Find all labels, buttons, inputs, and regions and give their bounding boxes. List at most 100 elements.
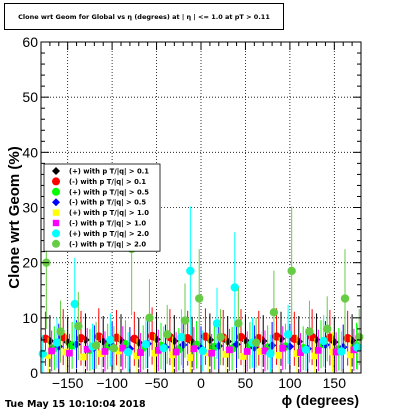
legend-marker [52,198,60,207]
data-point [305,327,314,336]
data-point [314,347,322,354]
data-point [269,308,279,317]
data-point [198,346,207,356]
data-point [261,347,269,355]
legend-label: (+) with p T/|q| > 1.0 [69,209,149,218]
y-tick-label: 50 [22,89,38,105]
y-axis-label: Clone wrt Geom (%) [6,146,23,289]
data-point [212,319,222,328]
y-tick-label: 0 [30,365,38,381]
data-point [76,334,86,343]
y-tick-label: 30 [22,200,38,216]
data-point [234,319,243,328]
legend-marker [52,239,60,248]
legend-label: (-) with p T/|q| > 0.5 [69,199,146,208]
data-point [44,351,52,359]
legend-marker [52,177,60,186]
data-point [230,283,239,292]
data-point [216,332,225,342]
legend: (+) with p T/|q| > 0.1(-) with p T/|q| >… [43,163,161,252]
data-point [154,347,162,354]
data-point [201,332,210,341]
data-point [279,344,287,352]
data-point [251,338,261,347]
data-point [119,344,127,352]
data-point [266,349,275,358]
data-point [133,352,141,360]
data-point [236,332,246,342]
data-point [301,345,311,355]
legend-marker [52,219,60,227]
legend-marker [52,187,60,196]
data-point [66,349,73,357]
data-point [293,350,301,358]
data-point [80,353,88,361]
legend-label: (+) with p T/|q| > 2.0 [69,230,149,239]
data-point [151,349,159,357]
data-point [123,347,133,357]
legend-label: (-) with p T/|q| > 2.0 [69,240,146,249]
data-point [48,347,56,355]
x-tick-label: 50 [238,375,254,391]
data-point [287,266,296,276]
data-point [159,343,168,353]
data-point [163,330,172,339]
data-point [186,354,194,361]
title-box: Clone wrt Geom for Global vs η (degrees)… [4,3,284,30]
data-point [275,351,283,359]
data-point [109,343,119,353]
data-point [115,347,123,355]
data-point [141,340,151,349]
data-point [340,294,350,303]
x-tick-label: 0 [197,375,205,391]
data-point [94,332,103,341]
data-point [325,333,335,342]
x-tick-label: −50 [145,375,169,391]
y-tick-label: 40 [22,144,38,160]
data-series [38,182,364,373]
data-point [169,351,176,359]
data-point [145,313,154,323]
data-point [337,347,346,356]
data-point [91,341,101,350]
data-point [319,336,328,346]
data-point [98,350,105,358]
y-tick-label: 20 [22,255,38,271]
axis-ticks: −150 −100 −50 0 50 100 150 0 10 20 30 40 50 60 [22,34,362,391]
series-7 [42,182,364,371]
chart-title: Clone wrt Geom for Global vs η (degrees)… [18,13,270,21]
data-point [272,332,281,341]
timestamp: Tue May 15 10:10:04 2018 [5,399,146,410]
data-point [70,299,79,309]
data-point [41,334,50,343]
legend-label: (+) with p T/|q| > 0.5 [69,188,149,197]
data-point [283,330,293,339]
data-point [323,324,332,334]
data-point [177,332,186,342]
data-point [208,349,216,357]
data-point [186,266,195,276]
data-point [56,327,65,336]
data-point [130,334,139,343]
legend-marker [52,229,60,238]
y-tick-label: 60 [22,34,38,50]
legend-label: (-) with p T/|q| > 1.0 [69,220,146,229]
data-point [83,345,91,353]
series-4 [44,330,354,373]
data-point [204,349,212,356]
data-point [183,334,192,343]
data-point [106,335,115,345]
legend-label: (-) with p T/|q| > 0.1 [69,178,146,187]
data-point [74,321,83,331]
data-point [137,349,144,356]
data-point [258,348,265,355]
data-point [190,345,198,353]
data-point [180,316,190,325]
data-point [243,348,251,355]
data-point [172,348,180,356]
legend-box [43,163,161,252]
data-point [147,331,157,341]
x-tick-label: −150 [52,375,84,391]
series-6 [38,206,362,373]
